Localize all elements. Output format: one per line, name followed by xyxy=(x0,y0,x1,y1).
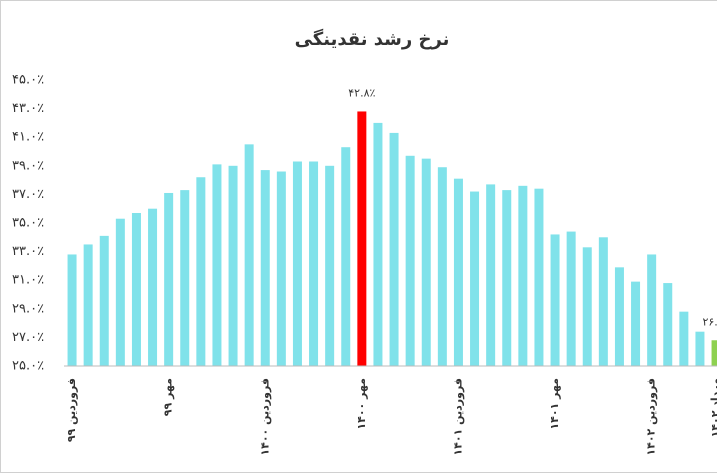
bar xyxy=(534,188,544,366)
y-tick-label: ۳۹.۰٪ xyxy=(12,158,44,173)
bar xyxy=(357,111,367,367)
bar xyxy=(389,132,399,366)
bar xyxy=(309,161,319,366)
bar xyxy=(325,165,335,366)
y-tick-label: ۳۱.۰٪ xyxy=(12,273,44,288)
bar xyxy=(292,161,302,366)
y-tick-label: ۲۵.۰٪ xyxy=(12,359,44,374)
bar xyxy=(405,155,415,366)
bar xyxy=(260,170,270,366)
bar xyxy=(373,122,383,367)
bar xyxy=(631,281,641,366)
bar xyxy=(164,192,174,366)
bar xyxy=(99,235,109,366)
y-tick-label: ۳۳.۰٪ xyxy=(12,244,44,259)
bar xyxy=(663,283,673,366)
y-tick-label: ۴۵.۰٪ xyxy=(12,73,44,88)
bar xyxy=(679,311,689,366)
bar xyxy=(550,234,560,366)
y-tick-label: ۴۱.۰٪ xyxy=(12,130,44,145)
bar xyxy=(518,185,528,366)
x-tick-label: مرداد ۱۴۰۲ xyxy=(709,378,717,437)
y-tick-label: ۲۹.۰٪ xyxy=(12,301,44,316)
bar xyxy=(614,267,624,366)
y-tick-label: ۲۷.۰٪ xyxy=(12,330,44,345)
x-tick-label: فروردین ۱۴۰۰ xyxy=(258,378,271,456)
bar xyxy=(437,167,447,366)
bar xyxy=(196,177,206,366)
bar xyxy=(453,178,463,366)
bar xyxy=(421,158,431,366)
x-tick-label: فروردین ۱۴۰۱ xyxy=(451,378,464,456)
bar xyxy=(115,218,125,366)
bar xyxy=(502,190,512,366)
bar xyxy=(486,184,496,366)
bar xyxy=(148,208,158,366)
bar xyxy=(244,144,254,366)
value-label: ۲۶.۸٪ xyxy=(702,315,717,328)
x-tick-label: مهر ۱۴۰۱ xyxy=(548,378,561,430)
bar xyxy=(647,254,657,366)
bar xyxy=(276,171,286,366)
bar xyxy=(83,244,93,366)
bar xyxy=(566,231,576,366)
bar xyxy=(470,191,480,366)
bar xyxy=(228,165,238,366)
x-tick-label: مهر ۹۹ xyxy=(162,378,175,416)
x-tick-label: مهر ۱۴۰۰ xyxy=(355,378,368,430)
bar xyxy=(131,212,141,366)
x-tick-label: فروردین ۹۹ xyxy=(65,378,78,442)
x-tick-label: فروردین ۱۴۰۲ xyxy=(645,378,658,456)
y-tick-label: ۴۳.۰٪ xyxy=(12,101,44,116)
bar xyxy=(180,190,190,366)
bar xyxy=(67,254,77,366)
y-tick-label: ۳۷.۰٪ xyxy=(12,187,44,202)
bar xyxy=(341,147,351,366)
bar xyxy=(695,331,705,366)
y-tick-label: ۳۵.۰٪ xyxy=(12,216,44,231)
chart-title: نرخ رشد نقدینگی xyxy=(295,28,450,50)
value-label: ۴۲.۸٪ xyxy=(348,86,375,99)
bar xyxy=(598,237,608,366)
bar xyxy=(711,340,717,366)
bar xyxy=(582,247,592,366)
bar xyxy=(212,164,222,366)
